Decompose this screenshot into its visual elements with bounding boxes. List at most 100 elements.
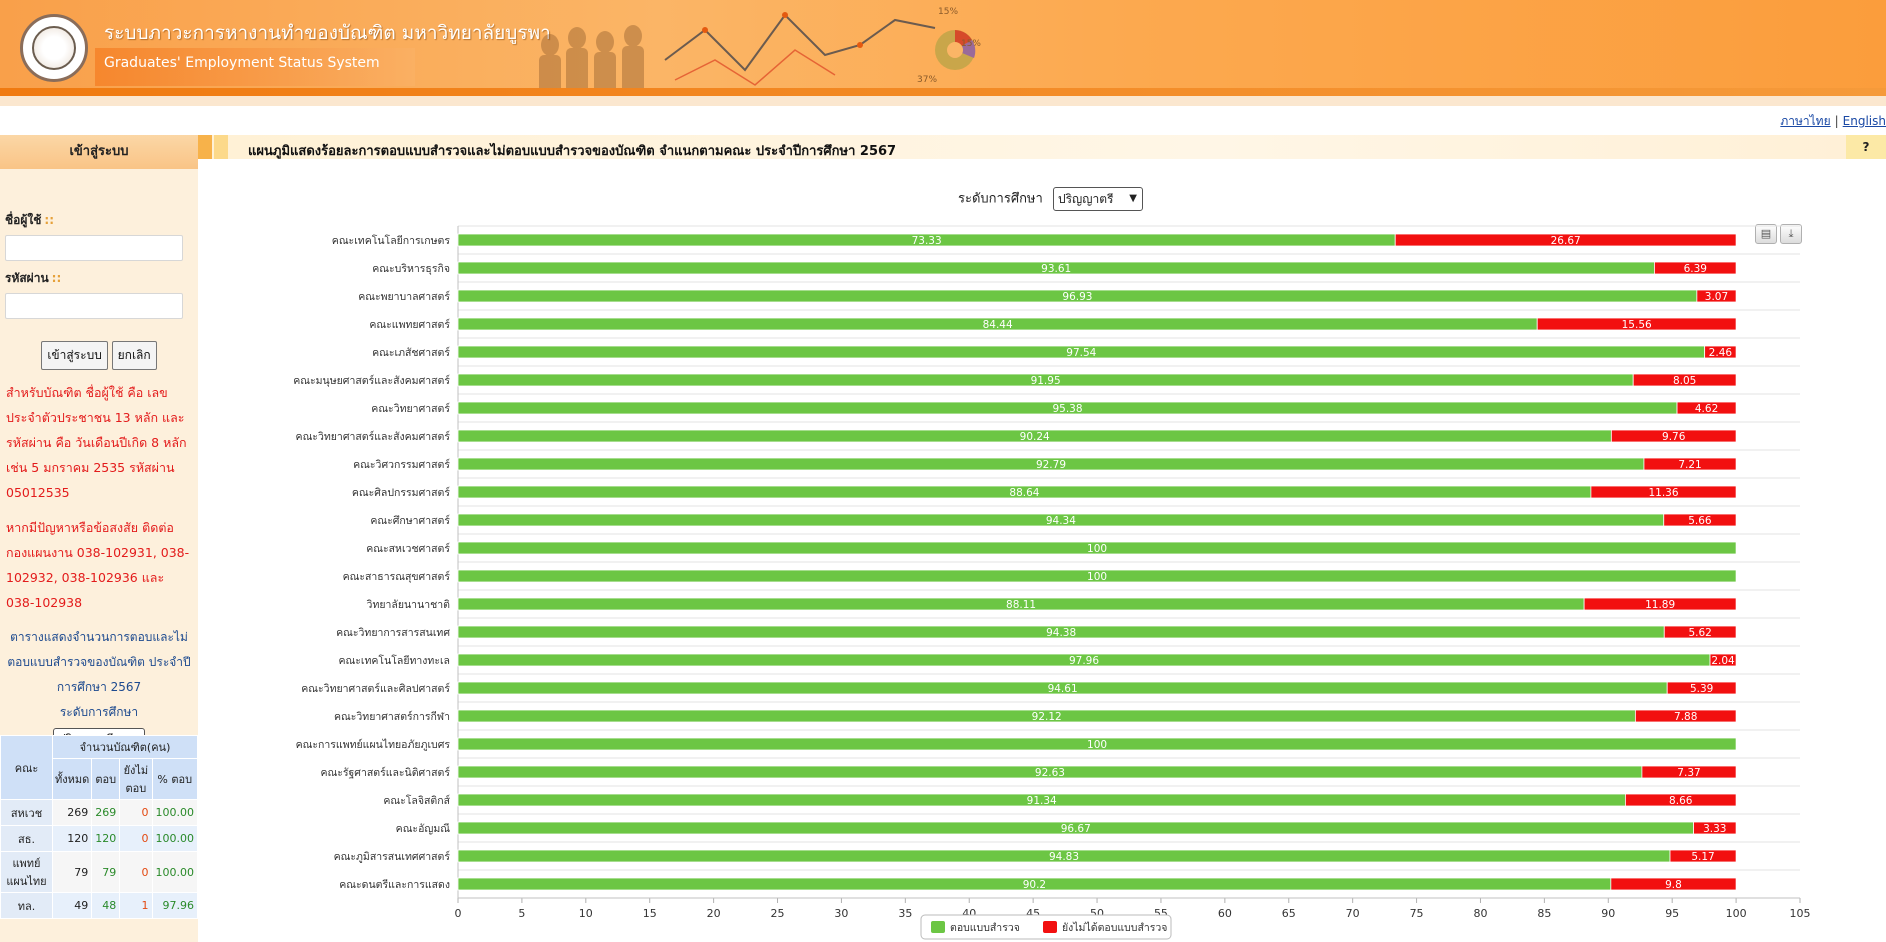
bar-data-label: 8.66 — [1669, 795, 1693, 807]
bar-data-label: 2.04 — [1711, 655, 1735, 667]
level-select[interactable]: ปริญญาตรี ▼ — [1052, 187, 1143, 211]
level-filter: ระดับการศึกษา ปริญญาตรี ▼ — [958, 187, 1143, 211]
title-accent — [214, 135, 228, 159]
contact-note: หากมีปัญหาหรือข้อสงสัย ติดต่อกองแผนงาน 0… — [6, 520, 190, 610]
x-tick-label: 0 — [455, 907, 462, 920]
table-row: แพทย์แผนไทย 79 79 0 100.00 — [0, 851, 198, 893]
bar-data-label: 5.17 — [1691, 851, 1714, 863]
bar-data-label: 94.61 — [1048, 683, 1078, 695]
app-title-thai: ระบบภาวะการหางานทำของบัณฑิต มหาวิทยาลัยบ… — [104, 22, 551, 44]
app-title-english: Graduates' Employment Status System — [104, 55, 380, 71]
category-label: คณะเภสัชศาสตร์ — [372, 346, 450, 359]
bar-data-label: 7.37 — [1677, 767, 1700, 779]
chart-toolbar: ▤ ⤓ — [1752, 224, 1802, 244]
x-tick-label: 95 — [1665, 907, 1679, 920]
bar-data-label: 73.33 — [912, 235, 942, 247]
col-faculty: คณะ — [0, 735, 53, 800]
table-title: ตารางแสดงจำนวนการตอบและไม่ตอบแบบสำรวจของ… — [7, 630, 191, 694]
cancel-button[interactable]: ยกเลิก — [111, 341, 157, 370]
unanswered-bar — [1663, 625, 1737, 639]
bar-data-label: 100 — [1087, 739, 1107, 751]
x-tick-label: 70 — [1346, 907, 1360, 920]
bar-data-label: 3.07 — [1705, 291, 1728, 303]
response-rate-chart: 73.33 26.67 93.61 6.39 96.93 3.07 84.44 15.56 97… — [293, 225, 1811, 940]
col-percent: % ตอบ — [151, 758, 198, 800]
bar-data-label: 26.67 — [1551, 235, 1581, 247]
x-tick-label: 90 — [1601, 907, 1615, 920]
x-tick-label: 25 — [771, 907, 785, 920]
category-label: คณะรัฐศาสตร์และนิติศาสตร์ — [320, 766, 450, 779]
help-button[interactable]: ? — [1846, 135, 1886, 159]
unanswered-bar — [1696, 289, 1737, 303]
x-tick-label: 65 — [1282, 907, 1296, 920]
bar-data-label: 8.05 — [1673, 375, 1696, 387]
lang-english-link[interactable]: English — [1842, 114, 1886, 128]
chart-legend[interactable]: ตอบแบบสำรวจ ยังไม่ได้ตอบแบบสำรวจ — [920, 914, 1172, 940]
unanswered-bar — [1666, 681, 1737, 695]
bar-data-label: 100 — [1087, 543, 1107, 555]
category-label: คณะบริหารธุรกิจ — [372, 263, 450, 275]
bar-data-label: 11.89 — [1645, 599, 1675, 611]
username-input[interactable] — [5, 235, 183, 261]
x-tick-label: 10 — [579, 907, 593, 920]
bar-data-label: 92.63 — [1035, 767, 1065, 779]
banner-art-label-2: 15% — [961, 39, 981, 49]
bar-data-label: 5.62 — [1688, 627, 1711, 639]
bar-data-label: 91.34 — [1027, 795, 1057, 807]
category-label: คณะเทคโนโลยีการเกษตร — [332, 234, 451, 247]
chart-category-labels: คณะเทคโนโลยีการเกษตรคณะบริหารธุรกิจคณะพย… — [293, 234, 450, 891]
bar-data-label: 11.36 — [1648, 487, 1678, 499]
bar-data-label: 7.21 — [1678, 459, 1701, 471]
bar-data-label: 7.88 — [1674, 711, 1697, 723]
unanswered-bar — [1676, 401, 1737, 415]
unanswered-bar — [1709, 653, 1737, 667]
bar-data-label: 90.24 — [1020, 431, 1050, 443]
username-label: ชื่อผู้ใช้:: — [5, 213, 54, 227]
table-row: สหเวช 269 269 0 100.00 — [0, 799, 198, 826]
bar-data-label: 94.38 — [1046, 627, 1076, 639]
x-tick-label: 105 — [1790, 907, 1811, 920]
category-label: คณะวิทยาการสารสนเทศ — [336, 627, 450, 639]
lang-thai-link[interactable]: ภาษาไทย — [1780, 114, 1831, 128]
legend-item: ยังไม่ได้ตอบแบบสำรวจ — [1062, 921, 1167, 934]
language-switcher: ภาษาไทย | English — [1780, 112, 1886, 131]
unanswered-bar — [1669, 849, 1737, 863]
bar-data-label: 92.12 — [1032, 711, 1062, 723]
bar-data-label: 100 — [1087, 571, 1107, 583]
password-input[interactable] — [5, 293, 183, 319]
bar-data-label: 2.46 — [1709, 347, 1733, 359]
unanswered-bar — [1632, 373, 1737, 387]
header-banner: ระบบภาวะการหางานทำของบัณฑิต มหาวิทยาลัยบ… — [0, 0, 1886, 96]
x-tick-label: 35 — [898, 907, 912, 920]
print-icon[interactable]: ▤ — [1755, 224, 1777, 244]
login-instructions: สำหรับบัณฑิต ชื่อผู้ใช้ คือ เลขประจำตัวป… — [6, 385, 187, 500]
banner-band — [0, 88, 1886, 96]
bar-data-label: 5.39 — [1690, 683, 1713, 695]
col-group: จำนวนบัณฑิต(คน) — [52, 735, 198, 759]
download-icon[interactable]: ⤓ — [1780, 224, 1802, 244]
chevron-down-icon: ▼ — [1129, 193, 1137, 204]
category-label: คณะสหเวชศาสตร์ — [366, 542, 450, 555]
bar-data-label: 15.56 — [1622, 319, 1652, 331]
title-accent — [198, 135, 212, 159]
category-label: คณะสาธารณสุขศาสตร์ — [343, 570, 451, 583]
bar-data-label: 97.96 — [1069, 655, 1099, 667]
unanswered-bar — [1643, 457, 1737, 471]
chart-x-ticks: 0 5 10 15 20 25 30 35 40 45 50 55 60 65 70 75 80 85 90 95 10… — [455, 897, 1811, 920]
col-answered: ตอบ — [91, 758, 121, 800]
category-label: คณะวิทยาศาสตร์ — [371, 402, 450, 415]
x-tick-label: 5 — [518, 907, 525, 920]
answered-bar — [457, 737, 1737, 751]
category-label: คณะอัญมณี — [396, 822, 451, 835]
x-tick-label: 60 — [1218, 907, 1232, 920]
bar-data-label: 4.62 — [1695, 403, 1718, 415]
answered-bar — [457, 541, 1737, 555]
bar-data-label: 84.44 — [983, 319, 1013, 331]
login-button[interactable]: เข้าสู่ระบบ — [41, 341, 108, 370]
category-label: คณะวิทยาศาสตร์และศิลปศาสตร์ — [301, 682, 450, 695]
university-logo — [20, 14, 88, 82]
table-row: สธ. 120 120 0 100.00 — [0, 825, 198, 852]
bar-data-label: 88.64 — [1009, 487, 1039, 499]
unanswered-bar — [1610, 429, 1737, 443]
unanswered-bar — [1583, 597, 1737, 611]
